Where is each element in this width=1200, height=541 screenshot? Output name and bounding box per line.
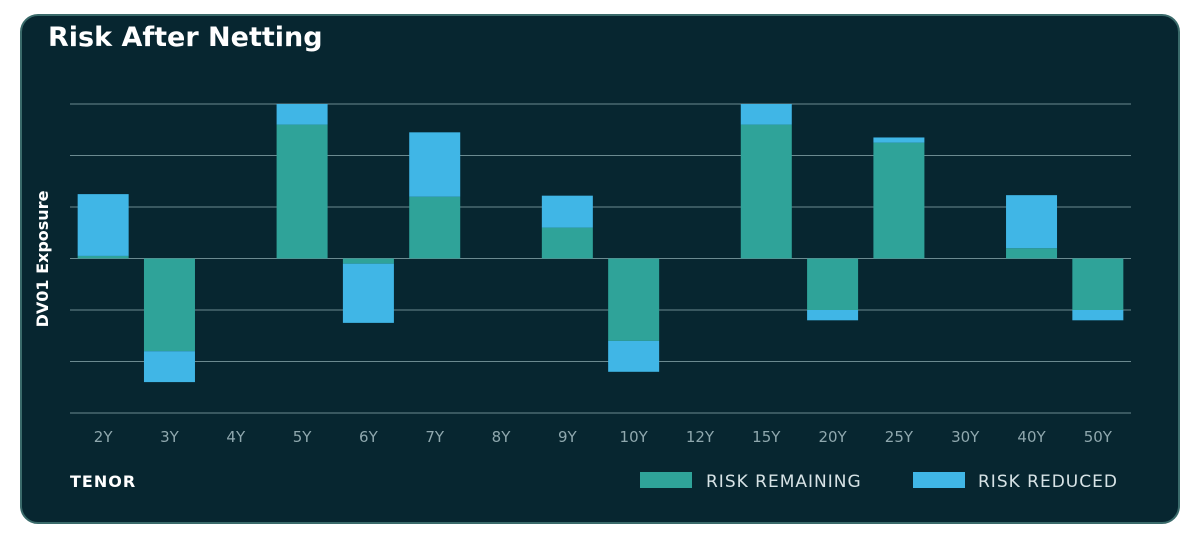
legend-label-reduced: RISK REDUCED (978, 472, 1118, 492)
x-tick-label: 20Y (818, 428, 847, 446)
legend-swatch-remaining (640, 472, 692, 488)
bar-reduced-6y (342, 263, 394, 323)
bar-reduced-5y (276, 104, 328, 125)
bar-reduced-40y (1006, 195, 1058, 249)
x-tick-label: 4Y (226, 428, 246, 446)
bar-remaining-9y (541, 227, 593, 259)
x-tick-label: 12Y (686, 428, 715, 446)
bar-reduced-15y (740, 104, 792, 125)
x-tick-label: 9Y (558, 428, 578, 446)
bars (77, 104, 1124, 383)
bar-reduced-7y (409, 132, 461, 197)
x-tick-label: 3Y (160, 428, 180, 446)
x-tick-label: 25Y (885, 428, 914, 446)
x-axis-label: TENOR (70, 472, 136, 491)
x-tick-label: 30Y (951, 428, 980, 446)
y-axis-label: DV01 Exposure (33, 190, 52, 327)
bar-remaining-15y (740, 124, 792, 259)
x-tick-label: 10Y (620, 428, 649, 446)
bar-reduced-20y (807, 310, 859, 321)
x-tick-label: 6Y (359, 428, 379, 446)
bar-remaining-7y (409, 196, 461, 259)
bar-reduced-9y (541, 195, 593, 228)
bar-reduced-3y (143, 351, 195, 383)
bar-reduced-10y (608, 340, 660, 372)
x-tick-label: 5Y (293, 428, 313, 446)
legend: RISK REMAINING RISK REDUCED (640, 472, 1118, 492)
bar-reduced-50y (1072, 310, 1124, 321)
x-tick-label: 40Y (1017, 428, 1046, 446)
x-tick-label: 8Y (492, 428, 512, 446)
bar-remaining-3y (143, 258, 195, 352)
bar-remaining-6y (342, 258, 394, 264)
chart-card (20, 14, 1180, 524)
legend-swatch-reduced (913, 472, 965, 488)
chart-title: Risk After Netting (48, 22, 323, 53)
x-tick-labels: 2Y 3Y 4Y 5Y 6Y 7Y 8Y 9Y 10Y 12Y 15Y 20Y 25Y 30Y 40Y 50Y (94, 428, 1113, 446)
legend-label-remaining: RISK REMAINING (706, 472, 862, 492)
bar-remaining-10y (608, 258, 660, 341)
bar-remaining-50y (1072, 258, 1124, 310)
x-tick-label: 15Y (752, 428, 781, 446)
bar-remaining-20y (807, 258, 859, 310)
gridlines (70, 103, 1131, 414)
bar-remaining-40y (1006, 248, 1058, 259)
bar-remaining-2y (77, 255, 129, 259)
bar-reduced-25y (873, 137, 925, 143)
x-tick-label: 7Y (425, 428, 445, 446)
x-tick-label: 2Y (94, 428, 114, 446)
x-tick-label: 50Y (1084, 428, 1113, 446)
bar-remaining-25y (873, 142, 925, 259)
bar-reduced-2y (77, 194, 129, 256)
bar-remaining-5y (276, 124, 328, 259)
